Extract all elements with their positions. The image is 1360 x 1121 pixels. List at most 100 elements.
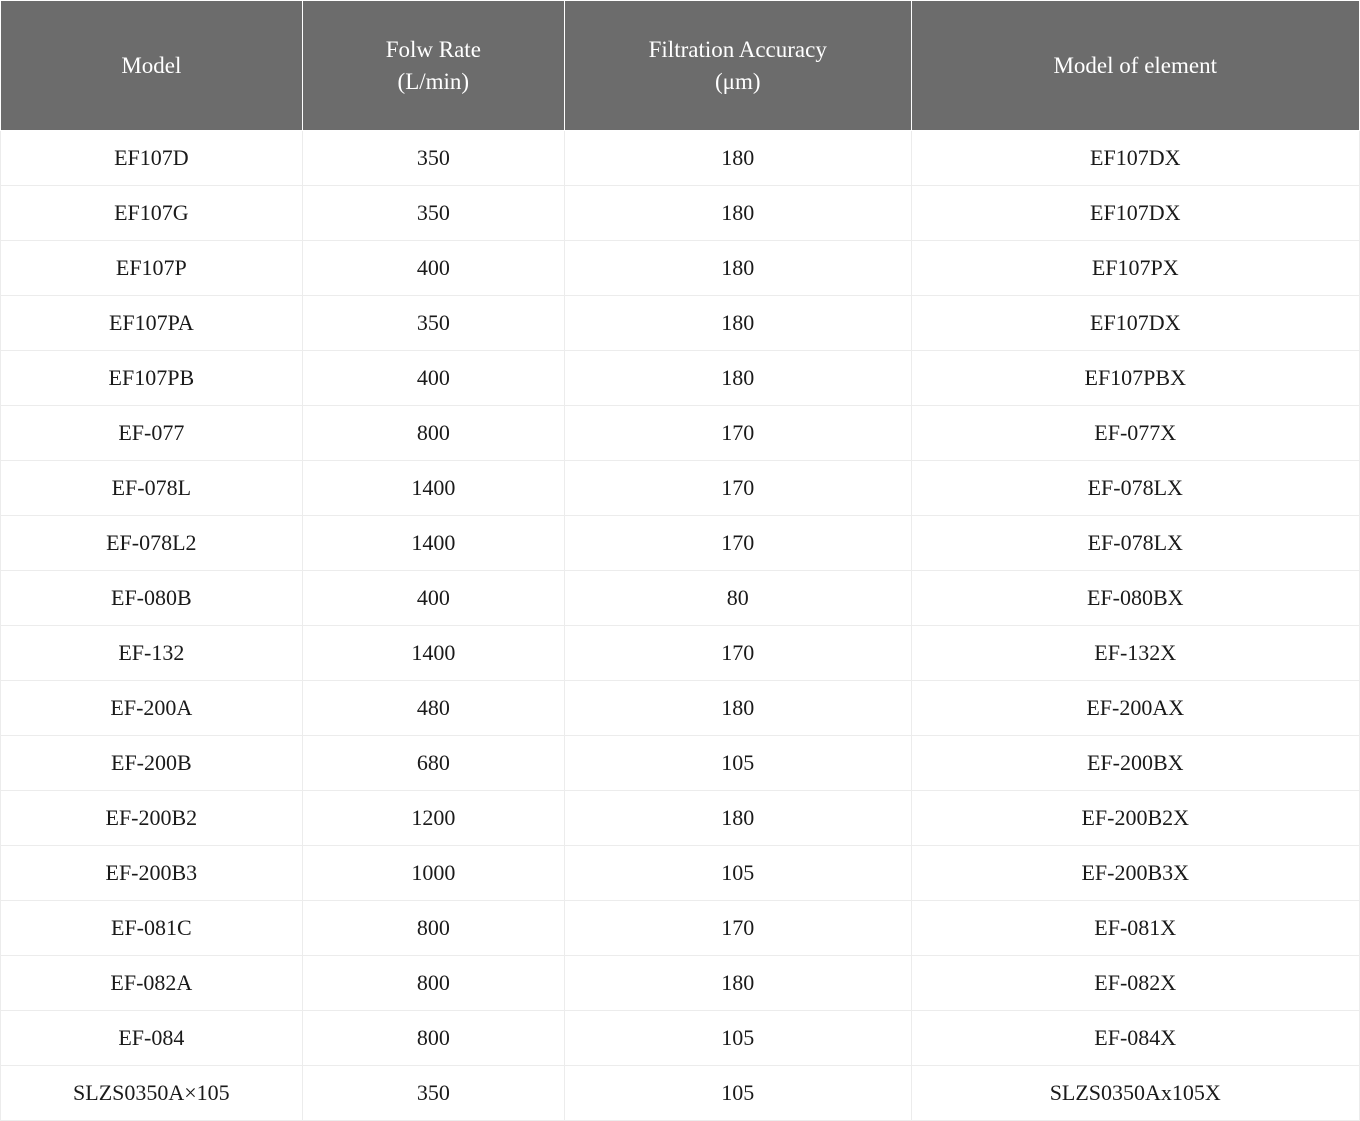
table-cell: 170	[564, 901, 911, 956]
table-cell: 800	[302, 956, 564, 1011]
col-header-model-of-element: Model of element	[911, 1, 1360, 131]
table-row: EF-078L1400170EF-078LX	[1, 461, 1360, 516]
table-cell: 800	[302, 901, 564, 956]
table-body: EF107D350180EF107DXEF107G350180EF107DXEF…	[1, 131, 1360, 1121]
table-cell: EF107P	[1, 241, 303, 296]
table-cell: 1400	[302, 461, 564, 516]
table-cell: EF-200B3X	[911, 846, 1360, 901]
table-cell: EF-078L2	[1, 516, 303, 571]
table-cell: EF107DX	[911, 131, 1360, 186]
table-cell: 1400	[302, 516, 564, 571]
table-row: EF-1321400170EF-132X	[1, 626, 1360, 681]
spec-table-container: Model Folw Rate (L/min) Filtration Accur…	[0, 0, 1360, 1121]
table-row: EF-081C800170EF-081X	[1, 901, 1360, 956]
table-row: EF-078L21400170EF-078LX	[1, 516, 1360, 571]
table-cell: 180	[564, 956, 911, 1011]
table-cell: 180	[564, 131, 911, 186]
table-row: EF-082A800180EF-082X	[1, 956, 1360, 1011]
table-cell: 350	[302, 1066, 564, 1121]
table-cell: 400	[302, 351, 564, 406]
table-cell: EF-132X	[911, 626, 1360, 681]
table-cell: 180	[564, 351, 911, 406]
table-row: EF-200A480180EF-200AX	[1, 681, 1360, 736]
table-row: EF107PA350180EF107DX	[1, 296, 1360, 351]
table-cell: 800	[302, 406, 564, 461]
table-cell: EF-078LX	[911, 461, 1360, 516]
table-row: EF-200B680105EF-200BX	[1, 736, 1360, 791]
table-cell: 80	[564, 571, 911, 626]
table-row: EF107P400180EF107PX	[1, 241, 1360, 296]
col-header-flow-rate: Folw Rate (L/min)	[302, 1, 564, 131]
table-cell: EF-084X	[911, 1011, 1360, 1066]
col-header-label: Folw Rate	[386, 37, 481, 62]
table-cell: EF-081C	[1, 901, 303, 956]
table-row: EF-200B31000105EF-200B3X	[1, 846, 1360, 901]
table-cell: EF-080B	[1, 571, 303, 626]
table-row: EF-200B21200180EF-200B2X	[1, 791, 1360, 846]
table-cell: EF-200A	[1, 681, 303, 736]
table-cell: EF-200B2	[1, 791, 303, 846]
table-cell: 400	[302, 571, 564, 626]
table-row: EF-077800170EF-077X	[1, 406, 1360, 461]
table-cell: 170	[564, 406, 911, 461]
table-cell: EF107PA	[1, 296, 303, 351]
table-cell: EF-078L	[1, 461, 303, 516]
table-cell: 105	[564, 1066, 911, 1121]
table-cell: EF-077	[1, 406, 303, 461]
table-cell: 180	[564, 241, 911, 296]
table-header: Model Folw Rate (L/min) Filtration Accur…	[1, 1, 1360, 131]
col-header-label: Filtration Accuracy	[649, 37, 827, 62]
table-cell: EF-082X	[911, 956, 1360, 1011]
table-cell: EF-080BX	[911, 571, 1360, 626]
col-header-label: Model	[121, 53, 181, 78]
col-header-filtration-accuracy: Filtration Accuracy (μm)	[564, 1, 911, 131]
table-cell: 350	[302, 131, 564, 186]
col-header-model: Model	[1, 1, 303, 131]
table-cell: EF107D	[1, 131, 303, 186]
table-cell: 1200	[302, 791, 564, 846]
table-cell: 170	[564, 516, 911, 571]
table-row: EF107PB400180EF107PBX	[1, 351, 1360, 406]
table-cell: EF107DX	[911, 296, 1360, 351]
col-header-sublabel: (μm)	[715, 69, 761, 94]
table-cell: SLZS0350A×105	[1, 1066, 303, 1121]
table-cell: EF-200BX	[911, 736, 1360, 791]
table-cell: EF-200B2X	[911, 791, 1360, 846]
col-header-label: Model of element	[1053, 53, 1217, 78]
table-cell: 105	[564, 736, 911, 791]
table-cell: EF-078LX	[911, 516, 1360, 571]
table-cell: 105	[564, 846, 911, 901]
table-cell: EF107PX	[911, 241, 1360, 296]
table-cell: 1000	[302, 846, 564, 901]
table-row: EF107D350180EF107DX	[1, 131, 1360, 186]
table-cell: 180	[564, 791, 911, 846]
table-cell: 180	[564, 186, 911, 241]
table-cell: EF-200B3	[1, 846, 303, 901]
table-cell: 1400	[302, 626, 564, 681]
table-cell: EF107PBX	[911, 351, 1360, 406]
table-row: EF-084800105EF-084X	[1, 1011, 1360, 1066]
col-header-sublabel: (L/min)	[398, 69, 470, 94]
table-cell: 350	[302, 296, 564, 351]
table-cell: 180	[564, 296, 911, 351]
table-cell: 680	[302, 736, 564, 791]
table-cell: EF-077X	[911, 406, 1360, 461]
table-cell: EF-132	[1, 626, 303, 681]
table-cell: 800	[302, 1011, 564, 1066]
table-cell: EF-081X	[911, 901, 1360, 956]
table-row: SLZS0350A×105350105SLZS0350Ax105X	[1, 1066, 1360, 1121]
table-cell: 170	[564, 461, 911, 516]
table-cell: 170	[564, 626, 911, 681]
table-cell: EF-200AX	[911, 681, 1360, 736]
table-cell: EF107G	[1, 186, 303, 241]
table-cell: EF107DX	[911, 186, 1360, 241]
table-cell: SLZS0350Ax105X	[911, 1066, 1360, 1121]
table-cell: EF-084	[1, 1011, 303, 1066]
table-cell: EF107PB	[1, 351, 303, 406]
table-cell: EF-200B	[1, 736, 303, 791]
table-cell: 400	[302, 241, 564, 296]
table-cell: EF-082A	[1, 956, 303, 1011]
table-cell: 480	[302, 681, 564, 736]
table-cell: 180	[564, 681, 911, 736]
table-cell: 105	[564, 1011, 911, 1066]
